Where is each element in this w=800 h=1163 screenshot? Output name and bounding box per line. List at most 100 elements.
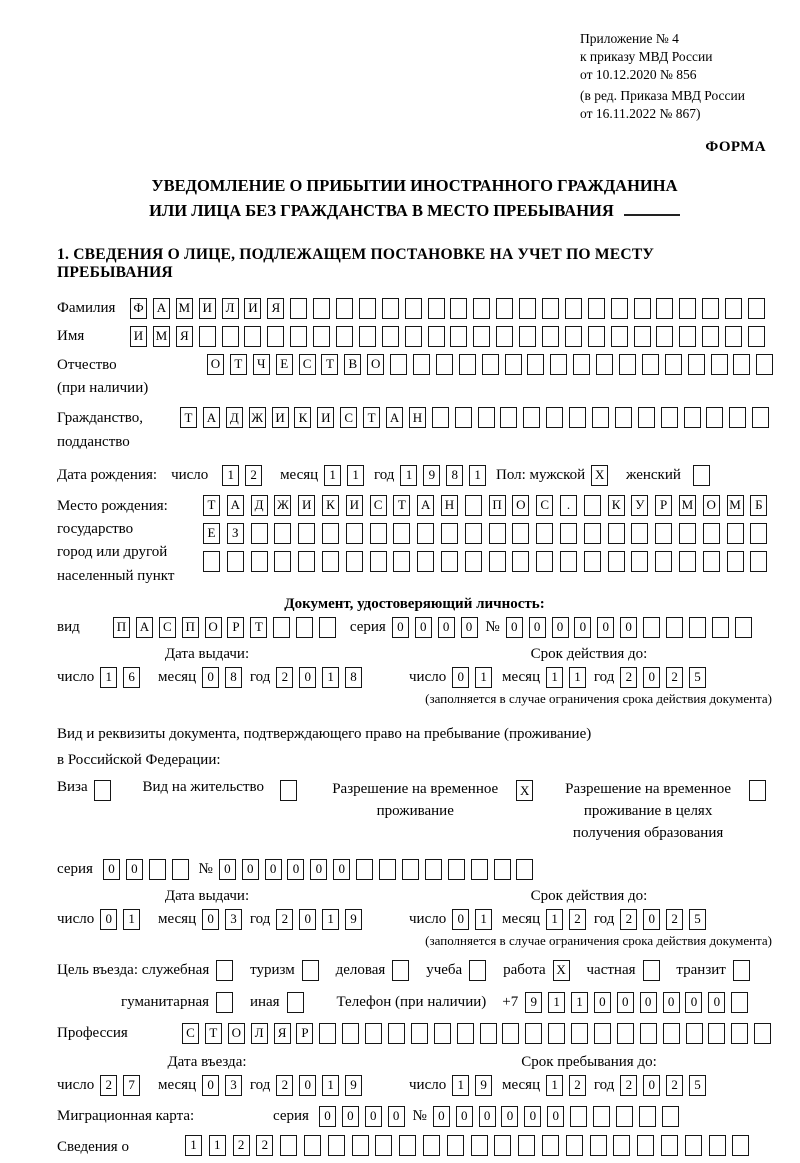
char-cell[interactable] — [519, 325, 537, 347]
char-cell[interactable]: 0 — [620, 616, 638, 638]
char-cell[interactable]: 0 — [102, 858, 120, 880]
char-cell[interactable] — [726, 522, 744, 544]
char-cell[interactable] — [512, 522, 530, 544]
char-cell[interactable]: И — [298, 494, 316, 516]
char-cell[interactable] — [488, 522, 506, 544]
char-cell[interactable]: 0 — [202, 1074, 220, 1096]
char-cell[interactable] — [313, 297, 331, 319]
char-cell[interactable]: 1 — [322, 908, 340, 930]
char-cell[interactable] — [706, 407, 724, 429]
char-cell[interactable]: 2 — [232, 1134, 250, 1156]
char-cell[interactable] — [479, 1022, 497, 1044]
char-cell[interactable]: 0 — [318, 1105, 336, 1127]
char-cell[interactable] — [290, 325, 308, 347]
char-cell[interactable]: 0 — [708, 991, 726, 1013]
char-cell[interactable] — [749, 780, 767, 802]
char-cell[interactable]: 2 — [569, 1074, 586, 1096]
char-cell[interactable]: 1 — [548, 991, 566, 1013]
char-cell[interactable] — [733, 353, 751, 375]
char-cell[interactable] — [711, 616, 729, 638]
char-cell[interactable] — [661, 1105, 679, 1127]
char-cell[interactable]: 5 — [689, 908, 707, 930]
char-cell[interactable]: Е — [203, 522, 220, 544]
char-cell[interactable]: Т — [229, 353, 247, 375]
char-cell[interactable] — [454, 407, 472, 429]
char-cell[interactable] — [565, 1134, 583, 1156]
char-cell[interactable] — [564, 297, 582, 319]
transit-checkbox[interactable] — [732, 959, 756, 981]
char-cell[interactable] — [342, 1022, 360, 1044]
char-cell[interactable]: 0 — [639, 991, 657, 1013]
char-cell[interactable] — [748, 325, 766, 347]
char-cell[interactable] — [496, 297, 514, 319]
char-cell[interactable]: 2 — [620, 1074, 638, 1096]
char-cell[interactable]: 0 — [685, 991, 703, 1013]
char-cell[interactable]: 0 — [593, 991, 611, 1013]
char-cell[interactable]: 0 — [100, 908, 118, 930]
char-cell[interactable]: 0 — [333, 858, 351, 880]
char-cell[interactable]: И — [130, 325, 147, 347]
char-cell[interactable] — [525, 1022, 543, 1044]
char-cell[interactable] — [356, 858, 374, 880]
char-cell[interactable] — [619, 353, 637, 375]
char-cell[interactable] — [570, 1105, 588, 1127]
char-cell[interactable]: 1 — [322, 666, 340, 688]
char-cell[interactable]: Н — [408, 407, 426, 429]
char-cell[interactable]: П — [113, 616, 130, 638]
char-cell[interactable] — [369, 550, 387, 572]
char-cell[interactable] — [493, 858, 511, 880]
char-cell[interactable]: 1 — [208, 1134, 226, 1156]
char-cell[interactable]: 1 — [185, 1134, 202, 1156]
char-cell[interactable] — [592, 407, 610, 429]
char-cell[interactable] — [93, 780, 111, 802]
char-cell[interactable] — [583, 522, 601, 544]
char-cell[interactable]: 1 — [469, 464, 487, 486]
char-cell[interactable]: З — [226, 522, 244, 544]
char-cell[interactable]: 8 — [225, 666, 242, 688]
char-cell[interactable] — [148, 858, 166, 880]
char-cell[interactable] — [725, 325, 743, 347]
char-cell[interactable] — [390, 353, 408, 375]
char-cell[interactable]: 1 — [546, 1074, 564, 1096]
char-cell[interactable]: 0 — [505, 616, 523, 638]
char-cell[interactable]: О — [207, 353, 224, 375]
char-cell[interactable]: X — [591, 464, 609, 486]
char-cell[interactable] — [502, 1022, 520, 1044]
char-cell[interactable] — [413, 353, 431, 375]
char-cell[interactable]: 0 — [287, 858, 305, 880]
char-cell[interactable] — [583, 550, 601, 572]
char-cell[interactable]: Ч — [252, 353, 270, 375]
char-cell[interactable]: 9 — [423, 464, 441, 486]
char-cell[interactable]: 2 — [666, 666, 684, 688]
business-checkbox[interactable] — [392, 959, 415, 981]
char-cell[interactable] — [750, 522, 768, 544]
char-cell[interactable] — [296, 616, 314, 638]
char-cell[interactable]: 0 — [202, 908, 220, 930]
char-cell[interactable]: 9 — [345, 1074, 363, 1096]
char-cell[interactable]: 0 — [125, 858, 143, 880]
char-cell[interactable]: А — [226, 494, 244, 516]
char-cell[interactable]: А — [152, 297, 170, 319]
char-cell[interactable]: 0 — [616, 991, 634, 1013]
char-cell[interactable]: С — [536, 494, 554, 516]
char-cell[interactable] — [516, 858, 534, 880]
char-cell[interactable] — [559, 550, 577, 572]
char-cell[interactable] — [473, 297, 491, 319]
char-cell[interactable]: 1 — [452, 1074, 470, 1096]
char-cell[interactable]: О — [367, 353, 385, 375]
char-cell[interactable]: И — [317, 407, 335, 429]
char-cell[interactable] — [381, 297, 399, 319]
rvp-checkbox[interactable]: X — [516, 780, 539, 802]
char-cell[interactable] — [631, 522, 649, 544]
char-cell[interactable]: Ж — [274, 494, 292, 516]
char-cell[interactable] — [678, 550, 696, 572]
char-cell[interactable]: П — [488, 494, 506, 516]
